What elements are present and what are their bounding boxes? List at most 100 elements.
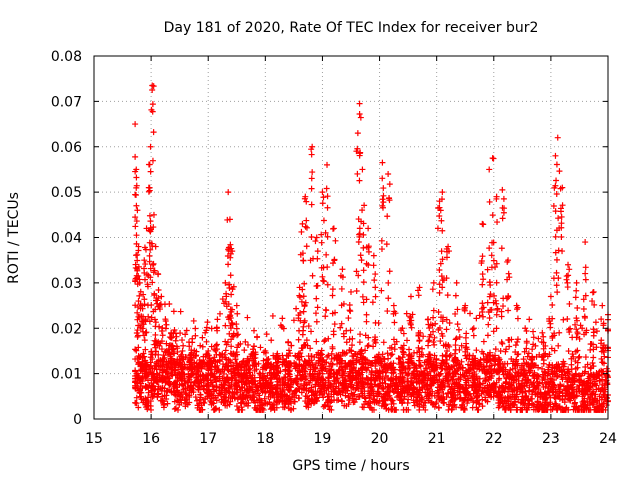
data-point xyxy=(147,218,154,225)
data-point xyxy=(378,246,385,253)
data-point xyxy=(141,276,148,283)
data-point xyxy=(318,264,325,271)
data-point xyxy=(439,352,446,359)
data-point xyxy=(486,279,493,286)
data-point xyxy=(147,143,154,150)
data-point xyxy=(360,231,367,238)
data-point xyxy=(555,275,562,282)
data-point xyxy=(302,223,309,230)
data-point xyxy=(230,332,237,339)
data-point xyxy=(133,184,140,191)
data-point xyxy=(582,292,589,299)
data-point xyxy=(201,400,208,407)
data-point xyxy=(172,405,179,412)
data-point xyxy=(339,266,346,273)
data-point xyxy=(505,307,512,314)
data-point xyxy=(135,243,142,250)
data-point xyxy=(239,378,246,385)
data-point xyxy=(318,231,325,238)
data-point xyxy=(197,406,204,413)
data-point xyxy=(249,346,256,353)
data-point xyxy=(313,234,320,241)
data-point xyxy=(550,203,557,210)
data-point xyxy=(159,398,166,405)
data-point xyxy=(243,362,250,369)
data-point xyxy=(313,295,320,302)
data-point xyxy=(245,400,252,407)
data-point xyxy=(582,270,589,277)
data-point xyxy=(389,351,396,358)
data-point xyxy=(156,323,163,330)
data-point xyxy=(489,239,496,246)
data-point xyxy=(136,377,143,384)
data-point xyxy=(229,362,236,369)
data-point xyxy=(174,397,181,404)
data-point xyxy=(150,129,157,136)
data-point xyxy=(298,228,305,235)
data-point xyxy=(160,352,167,359)
data-point xyxy=(141,265,148,272)
data-point xyxy=(453,279,460,286)
data-point xyxy=(600,322,607,329)
data-point xyxy=(200,359,207,366)
data-point xyxy=(319,273,326,280)
data-point xyxy=(540,333,547,340)
data-point xyxy=(323,185,330,192)
data-point xyxy=(378,287,385,294)
data-point xyxy=(216,351,223,358)
data-point xyxy=(189,385,196,392)
data-point xyxy=(435,309,442,316)
data-point xyxy=(156,302,163,309)
data-point xyxy=(371,277,378,284)
data-point xyxy=(148,363,155,370)
data-point xyxy=(173,333,180,340)
data-point xyxy=(530,334,537,341)
data-point xyxy=(360,279,367,286)
data-point xyxy=(143,383,150,390)
data-point xyxy=(233,349,240,356)
data-point xyxy=(530,328,537,335)
data-point xyxy=(183,393,190,400)
data-point xyxy=(300,293,307,300)
data-point xyxy=(430,314,437,321)
data-point xyxy=(438,248,445,255)
data-point xyxy=(357,252,364,259)
data-point xyxy=(479,281,486,288)
data-point xyxy=(523,328,530,335)
data-point xyxy=(324,281,331,288)
y-axis-label: ROTI / TECUs xyxy=(6,192,22,284)
data-point xyxy=(415,292,422,299)
data-point xyxy=(312,310,319,317)
data-point xyxy=(355,238,362,245)
data-point xyxy=(589,359,596,366)
data-point xyxy=(171,360,178,367)
data-point xyxy=(133,202,140,209)
data-point xyxy=(426,337,433,344)
data-point xyxy=(360,267,367,274)
data-point xyxy=(183,327,190,334)
data-point xyxy=(297,309,304,316)
data-point xyxy=(443,254,450,261)
data-point xyxy=(233,403,240,410)
data-point xyxy=(300,308,307,315)
data-point xyxy=(132,264,139,271)
data-point xyxy=(171,383,178,390)
data-point xyxy=(179,337,186,344)
data-point xyxy=(208,325,215,332)
data-point xyxy=(217,369,224,376)
data-point xyxy=(330,260,337,267)
data-point xyxy=(150,380,157,387)
data-point xyxy=(203,324,210,331)
data-point xyxy=(149,261,156,268)
data-point xyxy=(467,310,474,317)
data-point xyxy=(370,343,377,350)
data-point xyxy=(356,100,363,107)
data-point xyxy=(323,307,330,314)
data-point xyxy=(461,306,468,313)
data-point xyxy=(132,192,139,199)
data-point xyxy=(397,327,404,334)
data-point xyxy=(486,315,493,322)
data-point xyxy=(499,186,506,193)
data-point xyxy=(354,145,361,152)
data-point xyxy=(241,400,248,407)
